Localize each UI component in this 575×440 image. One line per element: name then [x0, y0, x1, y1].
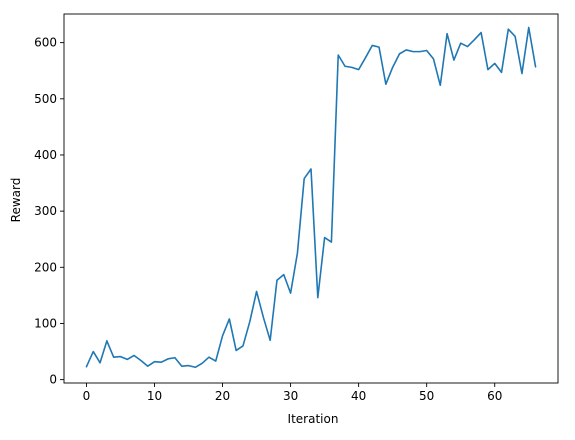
y-tick-label: 100: [34, 316, 57, 330]
x-tick-label: 50: [419, 389, 434, 403]
y-tick-label: 600: [34, 36, 57, 50]
y-tick-label: 500: [34, 92, 57, 106]
y-tick-label: 300: [34, 204, 57, 218]
y-tick-label: 200: [34, 260, 57, 274]
plot-frame: [63, 13, 559, 384]
x-tick-label: 30: [283, 389, 298, 403]
y-tick-label: 400: [34, 148, 57, 162]
plot-area: [85, 26, 537, 369]
x-tick-label: 20: [215, 389, 230, 403]
x-tick-label: 10: [147, 389, 162, 403]
y-axis-label: Reward: [9, 178, 23, 223]
series-line-0: [85, 26, 537, 369]
x-tick-label: 60: [487, 389, 502, 403]
y-tick-label: 0: [49, 373, 57, 387]
x-tick-label: 0: [83, 389, 91, 403]
x-axis-label: Iteration: [288, 412, 339, 426]
x-tick-label: 40: [351, 389, 366, 403]
